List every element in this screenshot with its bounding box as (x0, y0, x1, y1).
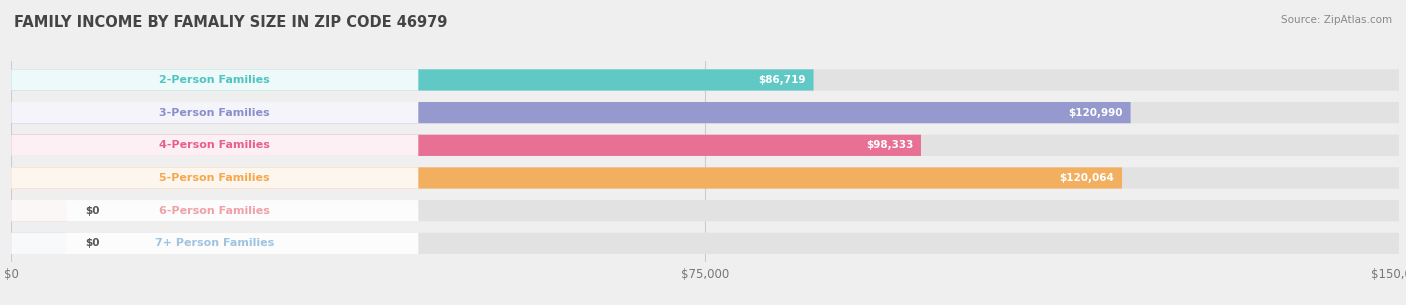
FancyBboxPatch shape (11, 233, 1399, 254)
FancyBboxPatch shape (11, 69, 814, 91)
Text: $86,719: $86,719 (759, 75, 806, 85)
Text: 3-Person Families: 3-Person Families (159, 108, 270, 118)
FancyBboxPatch shape (11, 233, 66, 254)
FancyBboxPatch shape (11, 135, 419, 156)
FancyBboxPatch shape (11, 167, 1122, 188)
Text: $120,990: $120,990 (1069, 108, 1123, 118)
FancyBboxPatch shape (11, 69, 1399, 91)
Text: FAMILY INCOME BY FAMALIY SIZE IN ZIP CODE 46979: FAMILY INCOME BY FAMALIY SIZE IN ZIP COD… (14, 15, 447, 30)
Text: 6-Person Families: 6-Person Families (159, 206, 270, 216)
FancyBboxPatch shape (11, 233, 419, 254)
FancyBboxPatch shape (11, 200, 66, 221)
FancyBboxPatch shape (11, 102, 1130, 123)
FancyBboxPatch shape (11, 167, 419, 188)
Text: 2-Person Families: 2-Person Families (159, 75, 270, 85)
Text: 4-Person Families: 4-Person Families (159, 140, 270, 150)
Text: $98,333: $98,333 (866, 140, 914, 150)
Text: $0: $0 (86, 238, 100, 248)
Text: 7+ Person Families: 7+ Person Families (155, 238, 274, 248)
FancyBboxPatch shape (11, 200, 419, 221)
FancyBboxPatch shape (11, 102, 419, 123)
Text: $0: $0 (86, 206, 100, 216)
FancyBboxPatch shape (11, 69, 419, 91)
FancyBboxPatch shape (11, 135, 1399, 156)
FancyBboxPatch shape (11, 102, 1399, 123)
FancyBboxPatch shape (11, 167, 1399, 188)
Text: Source: ZipAtlas.com: Source: ZipAtlas.com (1281, 15, 1392, 25)
FancyBboxPatch shape (11, 200, 1399, 221)
Text: $120,064: $120,064 (1060, 173, 1115, 183)
Text: 5-Person Families: 5-Person Families (159, 173, 270, 183)
FancyBboxPatch shape (11, 135, 921, 156)
